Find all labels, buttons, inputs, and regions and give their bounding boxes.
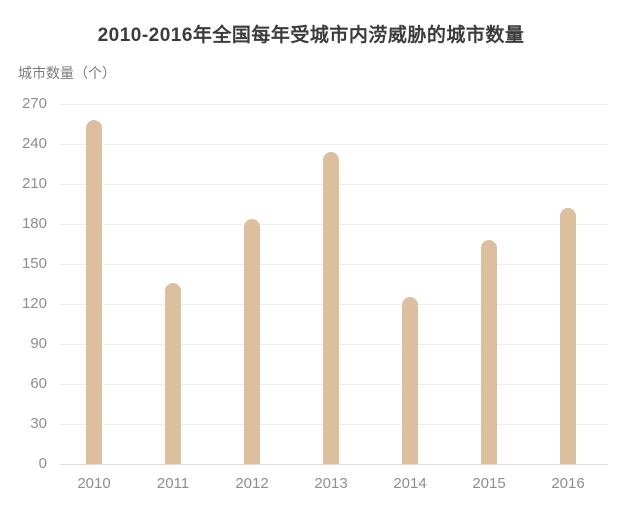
bar-2014 — [402, 297, 418, 464]
x-tick-label-2015: 2015 — [472, 475, 506, 492]
y-axis-label: 城市数量（个） — [18, 65, 116, 81]
gridline-y-0 — [60, 464, 608, 465]
bar-2015 — [481, 240, 497, 464]
gridline-y-240 — [60, 144, 608, 145]
x-tick-label-2016: 2016 — [551, 475, 585, 492]
x-tick-label-2011: 2011 — [156, 475, 190, 492]
bar-2011 — [165, 282, 181, 464]
y-tick-label-150: 150 — [21, 255, 47, 272]
y-tick-label-30: 30 — [30, 415, 47, 432]
bar-2010 — [86, 120, 102, 464]
x-tick-label-2012: 2012 — [235, 475, 269, 492]
y-tick-label-270: 270 — [21, 95, 47, 112]
y-tick-label-180: 180 — [21, 215, 47, 232]
x-tick-label-2010: 2010 — [77, 475, 111, 492]
y-tick-label-60: 60 — [30, 375, 47, 392]
bar-2016 — [560, 208, 576, 464]
chart-title: 2010-2016年全国每年受城市内涝威胁的城市数量 — [97, 25, 525, 46]
bar-2012 — [244, 218, 260, 464]
bar-2013 — [323, 152, 339, 464]
x-tick-label-2013: 2013 — [314, 475, 348, 492]
y-tick-label-90: 90 — [30, 335, 47, 352]
gridline-y-270 — [60, 104, 608, 105]
y-tick-label-210: 210 — [21, 175, 47, 192]
y-tick-label-120: 120 — [21, 295, 47, 312]
x-tick-label-2014: 2014 — [393, 475, 427, 492]
y-tick-label-240: 240 — [21, 135, 47, 152]
y-tick-label-0: 0 — [38, 455, 47, 472]
